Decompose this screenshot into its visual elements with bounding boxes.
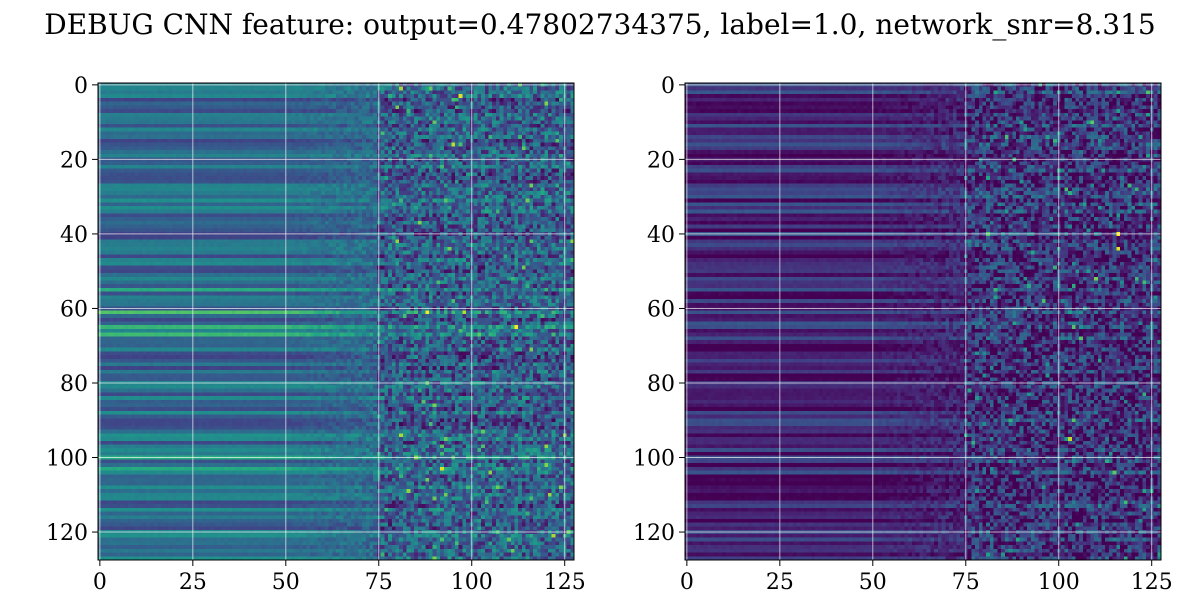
x-tick-label: 125 <box>1131 570 1173 595</box>
x-tick-label: 125 <box>544 570 586 595</box>
heatmap-image <box>98 83 574 560</box>
heatmap-image <box>685 83 1161 560</box>
axes-frame <box>684 82 1162 561</box>
y-tick-label: 40 <box>647 223 675 248</box>
y-tick-label: 80 <box>647 372 675 397</box>
x-tick-label: 0 <box>680 570 694 595</box>
x-tick-label: 50 <box>272 570 300 595</box>
y-tick-label: 120 <box>633 521 675 546</box>
x-tick-label: 0 <box>93 570 107 595</box>
x-tick-label: 100 <box>1038 570 1080 595</box>
y-tick-label: 40 <box>60 223 88 248</box>
x-tick-label: 25 <box>766 570 794 595</box>
y-tick-label: 0 <box>661 74 675 99</box>
x-tick-label: 75 <box>365 570 393 595</box>
y-tick-label: 20 <box>647 148 675 173</box>
figure-title: DEBUG CNN feature: output=0.47802734375,… <box>44 8 1155 41</box>
y-tick-label: 100 <box>633 447 675 472</box>
axes-frame <box>97 82 575 561</box>
heatmap-panel-2: 0 25 50 75 100 125 0 20 40 60 80 100 120 <box>633 74 1173 595</box>
y-tick-label: 60 <box>60 297 88 322</box>
y-tick-label: 120 <box>46 521 88 546</box>
y-tick-label: 20 <box>60 148 88 173</box>
y-tick-label: 60 <box>647 297 675 322</box>
y-tick-label: 0 <box>74 74 88 99</box>
y-tick-label: 80 <box>60 372 88 397</box>
x-tick-label: 50 <box>859 570 887 595</box>
x-tick-label: 100 <box>451 570 493 595</box>
heatmap-panel-1: 0 25 50 75 100 125 0 20 40 60 80 100 120 <box>46 74 586 595</box>
x-tick-label: 75 <box>952 570 980 595</box>
x-tick-label: 25 <box>179 570 207 595</box>
y-tick-label: 100 <box>46 447 88 472</box>
